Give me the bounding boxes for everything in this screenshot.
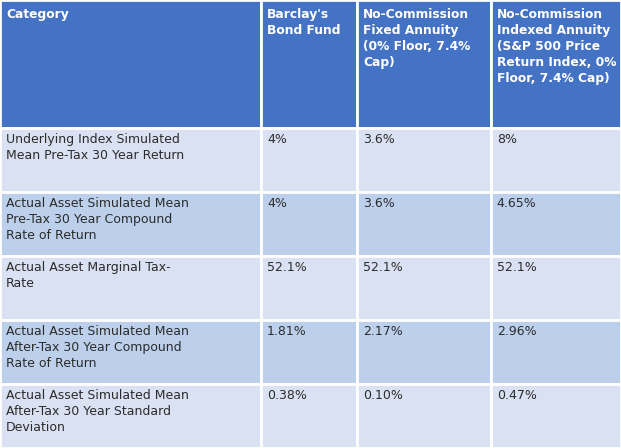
Bar: [0, 128, 261, 192]
Bar: [0, 256, 261, 320]
Bar: [0, 384, 261, 448]
Bar: [261, 0, 357, 128]
Bar: [491, 192, 621, 256]
Bar: [0, 192, 261, 256]
Text: No-Commission
Fixed Annuity
(0% Floor, 7.4%
Cap): No-Commission Fixed Annuity (0% Floor, 7…: [363, 8, 471, 69]
Text: Underlying Index Simulated
Mean Pre-Tax 30 Year Return: Underlying Index Simulated Mean Pre-Tax …: [6, 133, 184, 162]
Text: 2.17%: 2.17%: [363, 325, 403, 338]
Bar: [491, 320, 621, 384]
Text: 52.1%: 52.1%: [363, 261, 403, 274]
Text: 2.96%: 2.96%: [497, 325, 537, 338]
Text: 3.6%: 3.6%: [363, 197, 395, 210]
Bar: [357, 256, 491, 320]
Bar: [357, 320, 491, 384]
Bar: [261, 256, 357, 320]
Bar: [0, 320, 261, 384]
Bar: [261, 320, 357, 384]
Bar: [261, 384, 357, 448]
Text: 0.10%: 0.10%: [363, 389, 403, 402]
Text: 1.81%: 1.81%: [267, 325, 307, 338]
Text: Actual Asset Simulated Mean
After-Tax 30 Year Compound
Rate of Return: Actual Asset Simulated Mean After-Tax 30…: [6, 325, 189, 370]
Bar: [357, 128, 491, 192]
Text: 3.6%: 3.6%: [363, 133, 395, 146]
Bar: [491, 256, 621, 320]
Bar: [357, 384, 491, 448]
Text: 52.1%: 52.1%: [497, 261, 537, 274]
Text: 0.38%: 0.38%: [267, 389, 307, 402]
Bar: [261, 192, 357, 256]
Text: 8%: 8%: [497, 133, 517, 146]
Text: Actual Asset Simulated Mean
After-Tax 30 Year Standard
Deviation: Actual Asset Simulated Mean After-Tax 30…: [6, 389, 189, 434]
Bar: [261, 128, 357, 192]
Text: No-Commission
Indexed Annuity
(S&P 500 Price
Return Index, 0%
Floor, 7.4% Cap): No-Commission Indexed Annuity (S&P 500 P…: [497, 8, 616, 85]
Text: Barclay's
Bond Fund: Barclay's Bond Fund: [267, 8, 340, 37]
Text: 4%: 4%: [267, 197, 287, 210]
Text: 0.47%: 0.47%: [497, 389, 537, 402]
Text: 52.1%: 52.1%: [267, 261, 307, 274]
Bar: [491, 384, 621, 448]
Bar: [357, 0, 491, 128]
Bar: [357, 192, 491, 256]
Bar: [0, 0, 261, 128]
Bar: [491, 0, 621, 128]
Text: Category: Category: [6, 8, 69, 21]
Text: 4%: 4%: [267, 133, 287, 146]
Text: 4.65%: 4.65%: [497, 197, 537, 210]
Bar: [491, 128, 621, 192]
Text: Actual Asset Marginal Tax-
Rate: Actual Asset Marginal Tax- Rate: [6, 261, 171, 290]
Text: Actual Asset Simulated Mean
Pre-Tax 30 Year Compound
Rate of Return: Actual Asset Simulated Mean Pre-Tax 30 Y…: [6, 197, 189, 242]
